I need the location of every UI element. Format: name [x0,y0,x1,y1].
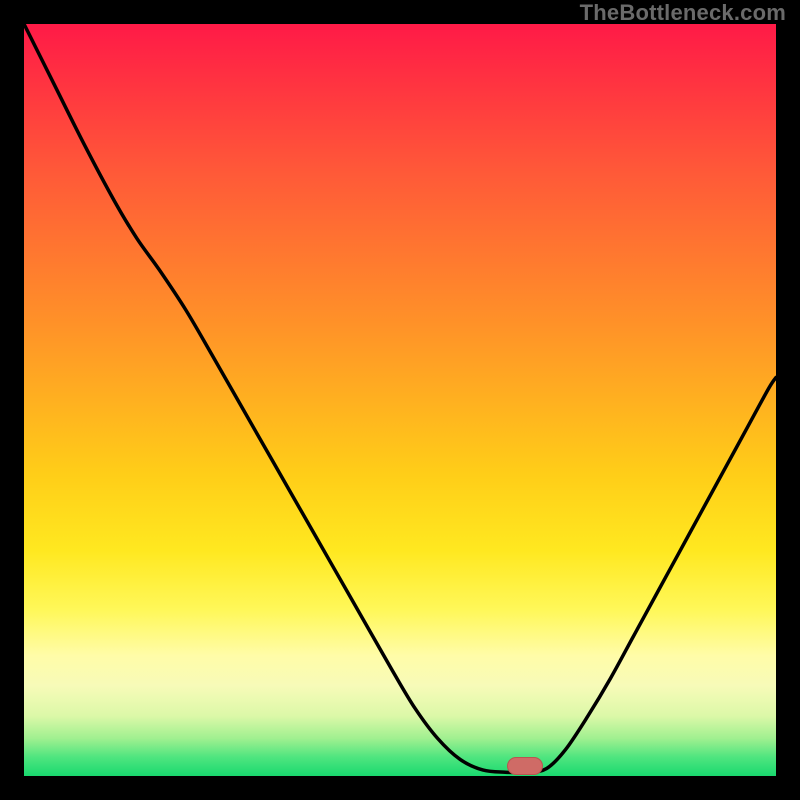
plot-area [24,24,776,776]
optimal-point-marker [507,757,543,775]
bottleneck-curve [24,24,776,776]
watermark-text: TheBottleneck.com [580,0,786,26]
